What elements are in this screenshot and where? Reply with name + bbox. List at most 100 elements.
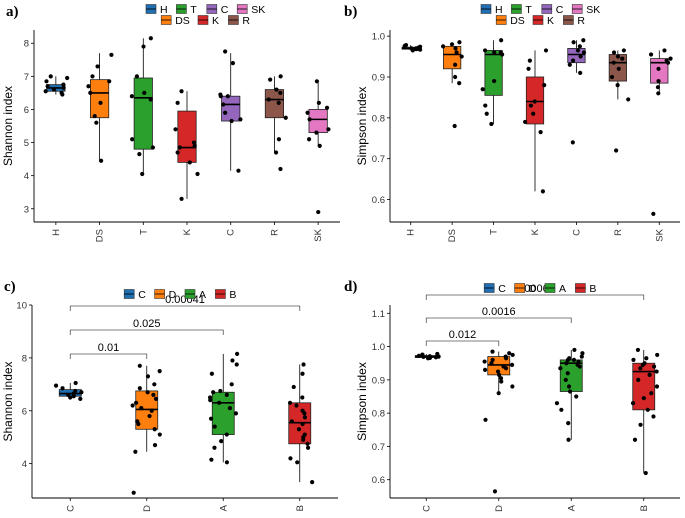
legend-label: C (138, 289, 146, 301)
data-point (649, 391, 654, 396)
box-H (43, 74, 70, 97)
data-point (238, 117, 243, 122)
data-point (492, 78, 497, 84)
x-tick-label: SK (654, 228, 665, 241)
data-point (571, 357, 577, 363)
legend-label: B (229, 289, 236, 301)
data-point (79, 390, 84, 395)
box-T (480, 38, 505, 127)
data-point (60, 386, 65, 391)
data-point (302, 415, 308, 420)
data-point (278, 90, 283, 95)
data-point (307, 117, 312, 122)
y-tick-label: 0.7 (372, 442, 385, 453)
y-tick-label: 7 (24, 72, 29, 83)
data-point (480, 87, 485, 92)
legend-label: K (547, 15, 554, 27)
data-point (224, 392, 229, 397)
data-point (88, 90, 93, 95)
data-point (287, 400, 293, 405)
data-point (229, 382, 234, 387)
data-point (611, 50, 617, 55)
data-point (86, 84, 91, 89)
legend-label: T (525, 4, 532, 16)
data-point (457, 81, 462, 86)
data-point (131, 490, 136, 495)
legend-item-C: C (483, 283, 506, 295)
data-point (636, 377, 641, 382)
data-point (98, 100, 103, 105)
x-tick-label: D (142, 505, 153, 512)
data-point (225, 94, 230, 99)
y-tick-label: 0.8 (372, 113, 385, 124)
data-point (483, 417, 488, 422)
data-point (107, 79, 112, 84)
data-point (578, 70, 583, 75)
data-point (651, 364, 657, 369)
data-point (135, 419, 140, 424)
data-point (48, 74, 53, 79)
box-D (130, 363, 162, 495)
data-point (620, 56, 625, 61)
data-point (224, 432, 229, 437)
legend-label: B (589, 283, 596, 295)
data-point (73, 388, 78, 394)
data-point (224, 460, 230, 465)
data-point (572, 347, 577, 353)
x-tick-label: C (571, 229, 582, 236)
legend-label: A (199, 289, 206, 301)
data-point (51, 87, 57, 92)
data-point (656, 91, 661, 96)
y-tick-label: 8 (22, 353, 27, 364)
legend-item-K: K (532, 15, 554, 27)
y-tick-label: 0.8 (372, 409, 385, 420)
legend-label: C (221, 4, 229, 16)
data-point (615, 83, 620, 88)
data-point (435, 351, 440, 357)
data-point (314, 79, 319, 84)
legend-item-DS: DS (495, 15, 525, 27)
data-point (314, 130, 319, 135)
data-point (211, 390, 216, 395)
panel-3: d) Simpson index 0.6 0.7 0.8 0.9 1.0 1.1 C D A B 0.0… (344, 279, 680, 512)
data-point (152, 443, 158, 448)
data-point (134, 400, 139, 405)
data-point (403, 43, 409, 48)
data-point (654, 369, 659, 374)
data-point (578, 54, 583, 59)
data-point (141, 44, 146, 49)
box-rect (133, 77, 153, 150)
data-point (65, 75, 70, 81)
data-point (60, 92, 65, 97)
data-point (656, 78, 661, 84)
data-point (566, 437, 571, 442)
x-tick-label: C (65, 505, 76, 512)
data-point (223, 110, 228, 115)
x-tick-label: B (295, 505, 306, 511)
data-point (409, 46, 414, 51)
data-point (565, 371, 570, 376)
data-point (130, 137, 135, 142)
data-point (542, 83, 547, 88)
legend-item-D: D (514, 283, 537, 295)
y-tick-label: 4 (22, 459, 27, 470)
data-point (523, 119, 528, 125)
legend-item-H: H (480, 4, 503, 16)
data-point (300, 408, 305, 413)
box-T (129, 36, 156, 177)
data-point (317, 143, 322, 148)
data-point (501, 364, 506, 369)
data-point (482, 48, 488, 53)
data-point (558, 366, 563, 371)
x-tick-label: R (269, 229, 280, 236)
data-point (507, 351, 512, 356)
y-tick-label: 3 (24, 204, 29, 215)
x-tick-label: D (494, 505, 505, 512)
data-point (499, 379, 504, 384)
x-tick-label: C (421, 505, 432, 512)
data-point (575, 362, 580, 367)
legend-item-T: T (511, 4, 532, 16)
